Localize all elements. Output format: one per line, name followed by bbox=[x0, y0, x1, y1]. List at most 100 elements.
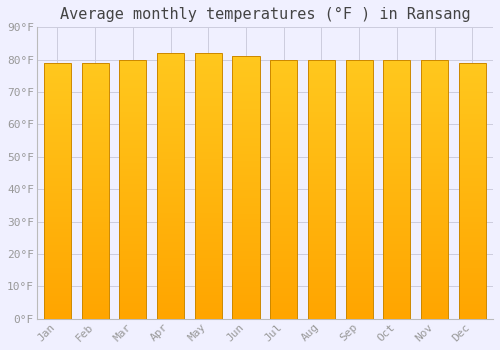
Bar bbox=[346, 150, 372, 153]
Bar bbox=[194, 276, 222, 279]
Bar bbox=[44, 130, 71, 132]
Bar bbox=[270, 278, 297, 280]
Bar bbox=[232, 282, 260, 285]
Bar bbox=[270, 138, 297, 140]
Bar bbox=[421, 208, 448, 210]
Bar bbox=[44, 293, 71, 296]
Bar bbox=[157, 207, 184, 210]
Bar bbox=[157, 125, 184, 128]
Bar bbox=[421, 104, 448, 106]
Bar bbox=[308, 114, 335, 117]
Bar bbox=[44, 252, 71, 255]
Bar bbox=[232, 188, 260, 190]
Bar bbox=[82, 283, 109, 286]
Bar bbox=[120, 241, 146, 244]
Bar bbox=[270, 174, 297, 176]
Bar bbox=[194, 316, 222, 319]
Bar bbox=[157, 284, 184, 287]
Bar bbox=[458, 81, 486, 83]
Bar bbox=[232, 169, 260, 172]
Bar bbox=[194, 242, 222, 245]
Bar bbox=[232, 217, 260, 219]
Bar bbox=[157, 295, 184, 298]
Bar bbox=[82, 286, 109, 288]
Bar bbox=[308, 249, 335, 252]
Bar bbox=[384, 130, 410, 132]
Bar bbox=[458, 286, 486, 288]
Bar bbox=[232, 230, 260, 232]
Bar bbox=[458, 314, 486, 316]
Bar bbox=[232, 261, 260, 264]
Bar bbox=[384, 114, 410, 117]
Bar bbox=[458, 227, 486, 229]
Bar bbox=[384, 189, 410, 192]
Bar bbox=[421, 197, 448, 199]
Bar bbox=[421, 86, 448, 88]
Bar bbox=[44, 178, 71, 181]
Bar bbox=[458, 140, 486, 142]
Bar bbox=[157, 231, 184, 234]
Bar bbox=[44, 273, 71, 275]
Bar bbox=[421, 290, 448, 293]
Bar bbox=[44, 83, 71, 86]
Bar bbox=[270, 275, 297, 278]
Bar bbox=[270, 106, 297, 109]
Bar bbox=[157, 146, 184, 149]
Bar bbox=[458, 112, 486, 114]
Bar bbox=[458, 188, 486, 191]
Bar bbox=[82, 247, 109, 250]
Bar bbox=[120, 104, 146, 106]
Bar bbox=[421, 109, 448, 112]
Bar bbox=[44, 122, 71, 124]
Bar bbox=[44, 163, 71, 165]
Bar bbox=[384, 93, 410, 96]
Bar bbox=[270, 91, 297, 93]
Bar bbox=[82, 229, 109, 232]
Bar bbox=[194, 98, 222, 101]
Bar bbox=[308, 78, 335, 80]
Bar bbox=[232, 306, 260, 308]
Bar bbox=[194, 64, 222, 66]
Bar bbox=[194, 218, 222, 220]
Bar bbox=[120, 135, 146, 138]
Bar bbox=[44, 229, 71, 232]
Bar bbox=[270, 109, 297, 112]
Bar bbox=[346, 303, 372, 306]
Bar bbox=[120, 65, 146, 68]
Bar bbox=[346, 197, 372, 199]
Bar bbox=[232, 295, 260, 298]
Bar bbox=[44, 278, 71, 280]
Bar bbox=[120, 257, 146, 259]
Bar bbox=[44, 232, 71, 235]
Bar bbox=[308, 220, 335, 223]
Bar bbox=[232, 248, 260, 251]
Bar bbox=[421, 270, 448, 272]
Bar bbox=[346, 130, 372, 132]
Bar bbox=[44, 270, 71, 273]
Bar bbox=[458, 124, 486, 127]
Bar bbox=[270, 215, 297, 218]
Bar bbox=[384, 150, 410, 153]
Bar bbox=[458, 309, 486, 311]
Bar bbox=[270, 249, 297, 252]
Bar bbox=[308, 109, 335, 112]
Bar bbox=[308, 187, 335, 189]
Bar bbox=[308, 199, 335, 202]
Bar bbox=[308, 106, 335, 109]
Bar bbox=[157, 183, 184, 186]
Bar bbox=[157, 106, 184, 109]
Bar bbox=[157, 189, 184, 191]
Bar bbox=[458, 170, 486, 173]
Bar bbox=[82, 201, 109, 204]
Bar bbox=[120, 138, 146, 140]
Bar bbox=[82, 91, 109, 94]
Bar bbox=[232, 203, 260, 206]
Bar bbox=[308, 259, 335, 262]
Bar bbox=[346, 275, 372, 278]
Bar bbox=[120, 127, 146, 130]
Bar bbox=[194, 114, 222, 117]
Bar bbox=[82, 94, 109, 96]
Bar bbox=[384, 212, 410, 215]
Bar bbox=[308, 197, 335, 199]
Bar bbox=[384, 184, 410, 187]
